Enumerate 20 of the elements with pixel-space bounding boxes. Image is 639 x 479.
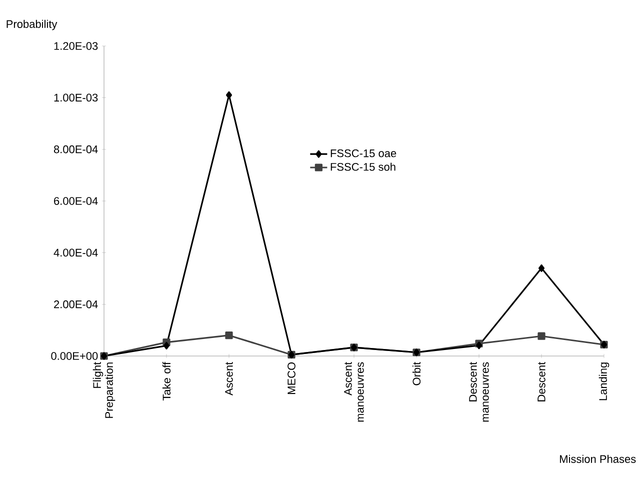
y-tick-label: 4.00E-04	[54, 248, 98, 257]
x-tick-label: Ascent manoeuvres	[344, 362, 364, 422]
y-tick-label: 8.00E-04	[54, 145, 98, 154]
y-tick-label: 0.00E+00	[51, 352, 98, 360]
x-tick-label: Orbit	[412, 362, 421, 386]
y-tick-label: 1.20E-03	[54, 42, 98, 50]
legend-label: FSSC-15 soh	[330, 162, 396, 171]
x-tick-label: MECO	[288, 362, 296, 394]
x-tick-label: Descent	[538, 362, 546, 402]
y-axis-title: Probability	[6, 20, 58, 30]
y-tick-label: 6.00E-04	[54, 197, 98, 205]
legend-label: FSSC-15 oae	[330, 149, 396, 158]
x-tick-label: Landing	[598, 362, 610, 400]
x-axis-title: Mission Phases	[560, 454, 636, 463]
x-tick-label: Flight Preparation	[92, 362, 116, 418]
x-tick-label: Take off	[162, 362, 171, 401]
y-tick-label: 1.00E-03	[54, 94, 98, 102]
x-tick-label: Descent manoeuvres	[469, 362, 489, 422]
y-tick-label: 2.00E-04	[54, 300, 98, 308]
x-tick-label: Ascent	[225, 362, 233, 396]
